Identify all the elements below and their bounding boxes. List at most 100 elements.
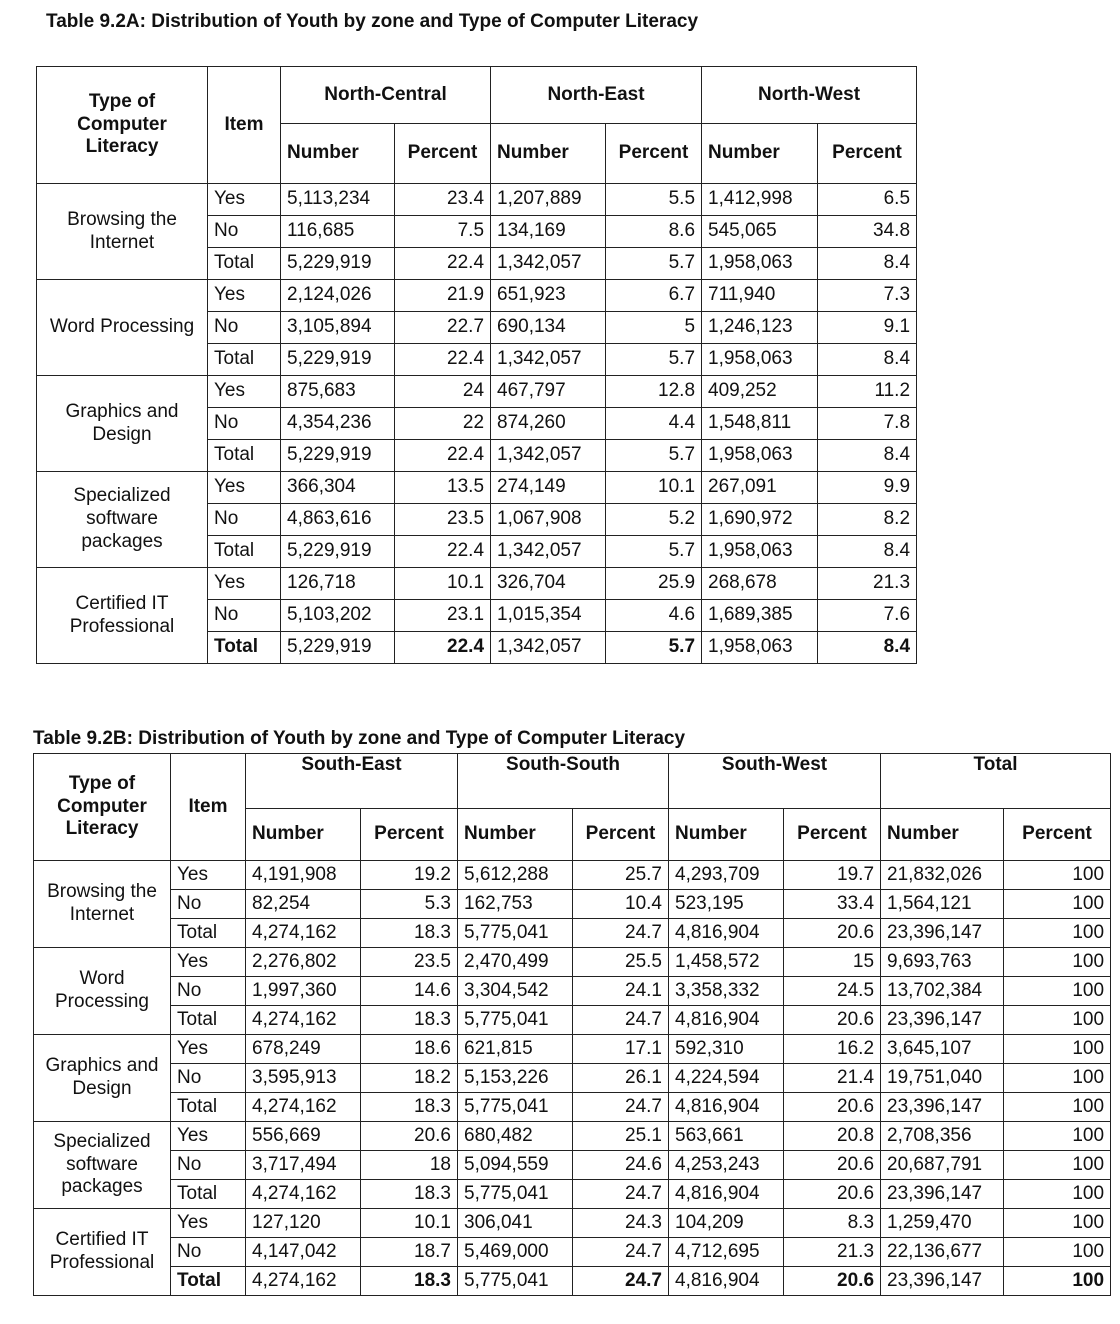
header-row: Type of Computer Literacy Item North-Centr…: [36, 66, 918, 184]
data-row: No 1,997,360 14.6 3,304,542 24.1 3,358,332 24.…: [34, 976, 1112, 1006]
table-cell: 563,661: [668, 1121, 784, 1151]
table-cell: 3,595,913: [245, 1063, 361, 1093]
table-cell: 24.7: [572, 1266, 669, 1296]
table-cell: Yes: [207, 375, 281, 408]
table-cell: 15: [782, 947, 882, 977]
row-group-label: Certified IT Professional: [36, 567, 208, 664]
table-cell: 18.3: [360, 918, 458, 948]
data-row: No 3,105,894 22.7 690,134 5 1,246,123 9.1: [37, 311, 918, 344]
table-cell: 1,548,811: [701, 407, 819, 440]
zone-header: South-South: [457, 753, 669, 809]
table-cell: 6.7: [605, 279, 703, 312]
table-cell: 100: [1003, 918, 1112, 948]
data-row: Total 5,229,919 22.4 1,342,057 5.7 1,958,063 8…: [37, 439, 918, 472]
table-cell: 9.1: [817, 311, 918, 344]
table-cell: 5,229,919: [280, 631, 395, 664]
table-cell: 18.3: [360, 1005, 458, 1035]
table-cell: 10.1: [605, 471, 703, 504]
column-header: Number: [280, 123, 395, 184]
table-cell: 5,229,919: [280, 439, 395, 472]
data-row: No 4,863,616 23.5 1,067,908 5.2 1,690,972 8.2: [37, 503, 918, 536]
table-cell: Yes: [207, 279, 281, 312]
table-cell: 8.4: [817, 535, 918, 568]
table-cell: 5.7: [605, 439, 703, 472]
table-cell: 22.4: [393, 535, 492, 568]
table-cell: 4.4: [605, 407, 703, 440]
table-cell: 1,067,908: [490, 503, 607, 536]
table-cell: 20.8: [782, 1121, 882, 1151]
table-cell: 5,094,559: [457, 1150, 573, 1180]
column-header: Number: [880, 808, 1005, 861]
zone-header: North-East: [490, 66, 703, 124]
zone-header: South-East: [245, 753, 458, 809]
row-group-label: Browsing the Internet: [36, 183, 208, 280]
table-cell: 23.1: [393, 599, 492, 632]
table-cell: 1,958,063: [701, 631, 819, 664]
table-cell: 22.4: [393, 247, 492, 280]
table-cell: 5.5: [605, 183, 703, 216]
table-cell: 24.3: [572, 1208, 669, 1238]
table-cell: 4,816,904: [668, 1092, 784, 1122]
table-cell: 267,091: [701, 471, 819, 504]
table-cell: 523,195: [668, 889, 784, 919]
table-cell: 20.6: [782, 918, 882, 948]
data-row: Browsing the Internet Yes 5,113,234 23.4 1,2…: [36, 183, 918, 280]
table-cell: 9.9: [817, 471, 918, 504]
table-cell: 13.5: [393, 471, 492, 504]
table-cell: 22: [393, 407, 492, 440]
table-cell: 19.2: [360, 860, 458, 890]
table-cell: 274,149: [490, 471, 607, 504]
table-cell: 2,708,356: [880, 1121, 1005, 1151]
data-row: Graphics and Design Yes 678,249 18.6 621,815…: [33, 1034, 1112, 1122]
table-cell: Total: [170, 1179, 246, 1209]
table-cell: 9,693,763: [880, 947, 1005, 977]
table-cell: 4,712,695: [668, 1237, 784, 1267]
row-group-label: Word Processing: [33, 947, 171, 1035]
table-cell: 4.6: [605, 599, 703, 632]
table-cell: 366,304: [280, 471, 395, 504]
data-row: Total 4,274,162 18.3 5,775,041 24.7 4,816,904…: [34, 1179, 1112, 1209]
table-cell: 7.8: [817, 407, 918, 440]
row-group-label: Certified IT Professional: [33, 1208, 171, 1296]
table-cell: 18.3: [360, 1266, 458, 1296]
column-header: Percent: [572, 808, 669, 861]
table-cell: 5,113,234: [280, 183, 395, 216]
table-title: Table 9.2A: Distribution of Youth by zon…: [46, 11, 699, 32]
table-cell: 24.1: [572, 976, 669, 1006]
table-cell: 326,704: [490, 567, 607, 600]
table-cell: 3,717,494: [245, 1150, 361, 1180]
table-cell: 100: [1003, 1208, 1112, 1238]
table-cell: 1,015,354: [490, 599, 607, 632]
table-cell: 680,482: [457, 1121, 573, 1151]
table-cell: 100: [1003, 1092, 1112, 1122]
table-cell: 874,260: [490, 407, 607, 440]
table-cell: 18.7: [360, 1237, 458, 1267]
table-cell: 4,354,236: [280, 407, 395, 440]
table-cell: 5.3: [360, 889, 458, 919]
table-cell: 711,940: [701, 279, 819, 312]
data-table: Type of Computer Literacy Item North-Centr…: [36, 66, 918, 664]
table-cell: 16.2: [782, 1034, 882, 1064]
table-cell: 467,797: [490, 375, 607, 408]
table-cell: 104,209: [668, 1208, 784, 1238]
table-cell: 18: [360, 1150, 458, 1180]
table-cell: 22.4: [393, 343, 492, 376]
table-cell: 25.7: [572, 860, 669, 890]
column-header: Number: [668, 808, 784, 861]
table-cell: 5.7: [605, 343, 703, 376]
table-cell: 5,775,041: [457, 1266, 573, 1296]
table-cell: 11.2: [817, 375, 918, 408]
data-row: Word Processing Yes 2,276,802 23.5 2,470,499…: [33, 947, 1112, 1035]
table-cell: No: [207, 311, 281, 344]
table-cell: 21.9: [393, 279, 492, 312]
table-cell: 4,816,904: [668, 1179, 784, 1209]
table-cell: 8.6: [605, 215, 703, 248]
table-cell: No: [207, 407, 281, 440]
data-row: Total 4,274,162 18.3 5,775,041 24.7 4,816,904…: [34, 918, 1112, 948]
table-cell: 621,815: [457, 1034, 573, 1064]
table-cell: 34.8: [817, 215, 918, 248]
table-cell: 20.6: [782, 1150, 882, 1180]
table-cell: 3,358,332: [668, 976, 784, 1006]
table-cell: 21,832,026: [880, 860, 1005, 890]
